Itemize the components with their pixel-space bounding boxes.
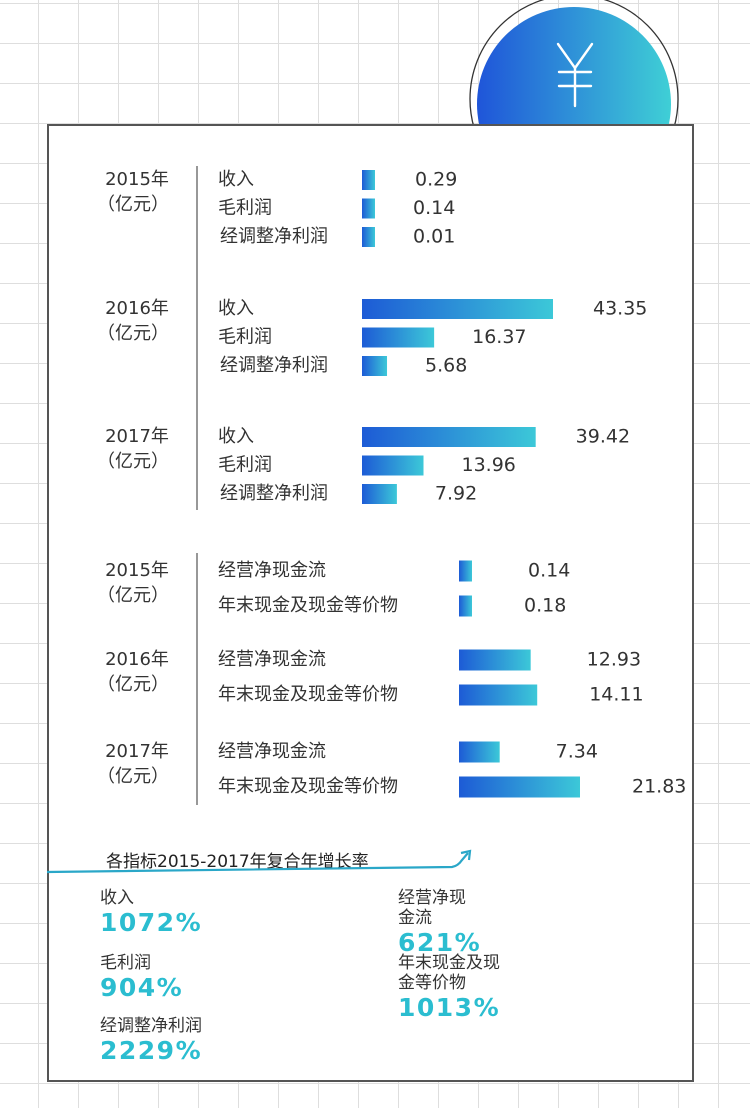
bar <box>362 327 435 348</box>
unit-label: （亿元） <box>97 766 169 787</box>
bar <box>362 198 375 219</box>
value-label: 13.96 <box>462 454 516 476</box>
value-label: 7.92 <box>435 483 477 505</box>
growth-item: 经营净现金流 621% <box>398 888 481 958</box>
bar <box>362 299 553 319</box>
arrow-up-right-icon <box>460 849 472 861</box>
bar <box>459 776 580 798</box>
year-label: 2017年 <box>105 741 169 762</box>
metric-label: 毛利润 <box>218 455 272 476</box>
value-label: 5.68 <box>425 355 467 377</box>
metric-label: 经营净现金流 <box>218 741 326 762</box>
metric-label: 年末现金及现金等价物 <box>218 684 398 705</box>
growth-item: 收入 1072% <box>100 888 202 938</box>
value-label: 21.83 <box>632 776 686 798</box>
bar <box>362 427 536 447</box>
metric-label: 经营净现金流 <box>218 649 326 670</box>
metric-label: 收入 <box>218 426 254 447</box>
growth-value: 621% <box>398 928 482 957</box>
bar <box>459 684 538 706</box>
year-label: 2016年 <box>105 649 169 670</box>
bar <box>362 455 424 476</box>
value-label: 14.11 <box>589 684 643 706</box>
bar <box>362 170 375 190</box>
metric-label: 年末现金及现金等价物 <box>218 776 398 797</box>
growth-item: 年末现金及现金等价物 1013% <box>398 953 500 1023</box>
growth-label: 年末现金及现金等价物 <box>398 953 500 993</box>
metric-label: 收入 <box>218 298 254 319</box>
year-label: 2015年 <box>105 169 169 190</box>
growth-label: 经营净现金流 <box>398 888 466 928</box>
growth-value: 1072% <box>100 908 203 937</box>
value-label: 7.34 <box>556 741 598 763</box>
growth-value: 904% <box>100 973 184 1002</box>
decorative-circle <box>469 0 679 130</box>
bar <box>362 356 388 376</box>
metric-label: 毛利润 <box>218 327 272 348</box>
value-label: 43.35 <box>593 298 647 320</box>
growth-item: 经调整净利润 2229% <box>100 1016 202 1066</box>
value-label: 0.29 <box>415 169 457 191</box>
growth-label: 收入 <box>100 888 134 908</box>
year-label: 2015年 <box>105 560 169 581</box>
value-label: 16.37 <box>472 326 526 348</box>
value-label: 0.01 <box>413 226 455 248</box>
unit-label: （亿元） <box>97 585 169 606</box>
bar <box>459 741 500 763</box>
chart-card <box>47 124 694 1082</box>
value-label: 39.42 <box>576 426 630 448</box>
value-label: 0.14 <box>528 560 570 582</box>
value-label: 0.14 <box>413 197 455 219</box>
growth-label: 毛利润 <box>100 953 151 973</box>
year-label: 2017年 <box>105 426 169 447</box>
yuan-icon <box>556 42 594 108</box>
metric-label: 收入 <box>218 169 254 190</box>
growth-label: 经调整净利润 <box>100 1016 202 1036</box>
unit-label: （亿元） <box>97 674 169 695</box>
bar <box>459 649 531 671</box>
value-label: 0.18 <box>524 595 566 617</box>
bar <box>362 484 397 504</box>
metric-label: 毛利润 <box>218 198 272 219</box>
year-label: 2016年 <box>105 298 169 319</box>
bar <box>362 227 375 247</box>
metric-label: 经调整净利润 <box>220 483 328 504</box>
unit-label: （亿元） <box>97 451 169 472</box>
metric-label: 经营净现金流 <box>218 560 326 581</box>
metric-label: 经调整净利润 <box>220 355 328 376</box>
growth-value: 2229% <box>100 1036 203 1065</box>
value-label: 12.93 <box>587 649 641 671</box>
growth-title: 各指标2015-2017年复合年增长率 <box>106 852 369 872</box>
bar <box>459 560 472 582</box>
growth-value: 1013% <box>398 993 501 1022</box>
unit-label: （亿元） <box>97 194 169 215</box>
growth-item: 毛利润 904% <box>100 953 183 1003</box>
unit-label: （亿元） <box>97 323 169 344</box>
metric-label: 年末现金及现金等价物 <box>218 595 398 616</box>
metric-label: 经调整净利润 <box>220 226 328 247</box>
bar <box>459 595 472 617</box>
